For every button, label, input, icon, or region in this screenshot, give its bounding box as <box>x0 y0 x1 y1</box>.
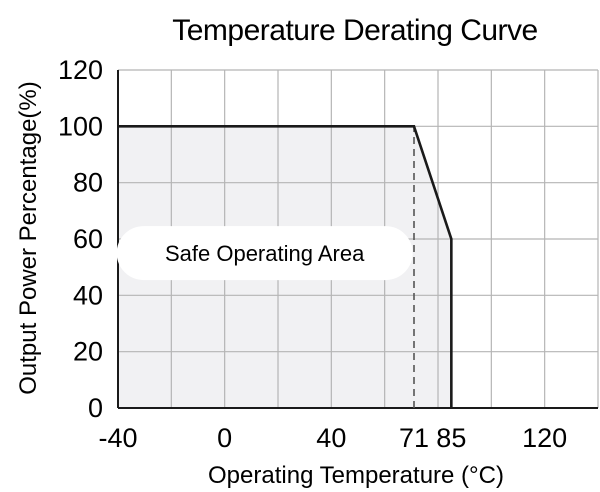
x-axis-label: Operating Temperature (°C) <box>208 462 504 489</box>
x-tick-label: 0 <box>217 423 232 453</box>
annotation-pill <box>116 226 413 281</box>
safe-area-label: Safe Operating Area <box>165 241 365 266</box>
y-tick-label: 80 <box>73 168 103 198</box>
y-tick-label: 40 <box>73 280 103 310</box>
y-axis-label: Output Power Percentage(%) <box>15 81 42 395</box>
y-tick-label: 0 <box>88 393 103 423</box>
x-tick-label: 120 <box>522 423 567 453</box>
x-tick-label: 40 <box>316 423 346 453</box>
x-tick-label: 71 <box>399 423 429 453</box>
y-tick-label: 60 <box>73 224 103 254</box>
y-tick-label: 100 <box>58 111 103 141</box>
y-tick-label: 20 <box>73 337 103 367</box>
derating-curve <box>118 125 453 408</box>
x-tick-label: -40 <box>98 423 137 453</box>
chart-title: Temperature Derating Curve <box>172 14 538 47</box>
x-tick-label: 85 <box>436 423 466 453</box>
y-tick-label: 120 <box>58 55 103 85</box>
